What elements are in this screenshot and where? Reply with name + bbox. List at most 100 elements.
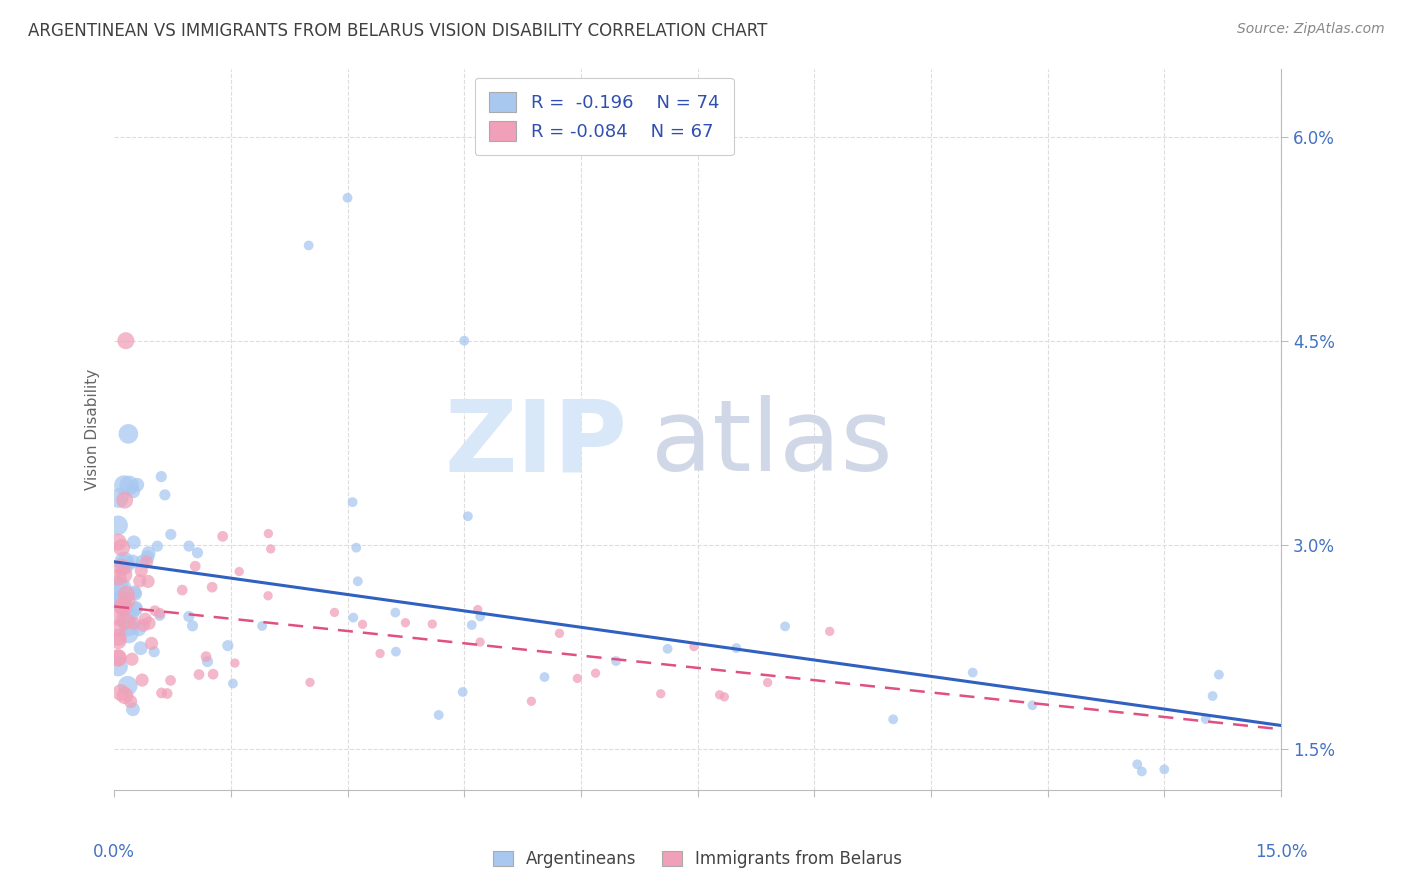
Point xyxy=(124,585,146,599)
Point xyxy=(298,238,321,252)
Point xyxy=(121,652,143,666)
Point xyxy=(111,593,134,607)
Point xyxy=(117,679,139,693)
Point xyxy=(1021,698,1043,713)
Point xyxy=(107,535,129,549)
Text: Source: ZipAtlas.com: Source: ZipAtlas.com xyxy=(1237,22,1385,37)
Point xyxy=(533,670,555,684)
Point xyxy=(122,535,145,549)
Point xyxy=(150,469,173,483)
Point xyxy=(136,550,159,565)
Text: ARGENTINEAN VS IMMIGRANTS FROM BELARUS VISION DISABILITY CORRELATION CHART: ARGENTINEAN VS IMMIGRANTS FROM BELARUS V… xyxy=(28,22,768,40)
Point xyxy=(1208,667,1230,681)
Point xyxy=(129,641,152,656)
Point xyxy=(773,619,796,633)
Point xyxy=(159,527,181,541)
Point xyxy=(115,334,138,348)
Point xyxy=(124,587,146,601)
Point xyxy=(134,612,156,626)
Point xyxy=(217,639,239,653)
Point xyxy=(110,541,132,555)
Point xyxy=(394,615,416,630)
Point xyxy=(111,592,134,607)
Point xyxy=(115,587,138,601)
Point xyxy=(470,609,492,624)
Point xyxy=(298,675,321,690)
Point xyxy=(110,581,132,595)
Point xyxy=(114,493,136,508)
Text: atlas: atlas xyxy=(651,395,893,492)
Point xyxy=(336,191,359,205)
Point xyxy=(114,689,136,703)
Legend: R =  -0.196    N = 74, R = -0.084    N = 67: R = -0.196 N = 74, R = -0.084 N = 67 xyxy=(475,78,734,155)
Point xyxy=(347,574,370,589)
Point xyxy=(184,559,207,574)
Point xyxy=(111,601,134,615)
Point xyxy=(657,641,679,656)
Point xyxy=(111,560,134,574)
Point xyxy=(177,539,200,553)
Point xyxy=(122,555,145,569)
Point xyxy=(1126,757,1149,772)
Point xyxy=(181,619,204,633)
Text: 0.0%: 0.0% xyxy=(93,843,135,861)
Point xyxy=(131,673,153,687)
Point xyxy=(257,526,280,541)
Point xyxy=(117,619,139,633)
Point xyxy=(159,673,181,688)
Point xyxy=(110,685,132,699)
Point xyxy=(1130,764,1153,779)
Point xyxy=(121,607,143,622)
Point xyxy=(683,640,706,654)
Point xyxy=(468,635,491,649)
Point xyxy=(143,604,166,618)
Point xyxy=(250,619,273,633)
Point xyxy=(818,624,841,639)
Point xyxy=(224,656,246,670)
Point xyxy=(344,541,367,555)
Point xyxy=(188,667,211,681)
Point xyxy=(1201,689,1223,703)
Point xyxy=(962,665,984,680)
Point xyxy=(132,618,155,632)
Point xyxy=(146,539,169,553)
Point xyxy=(112,478,135,492)
Point xyxy=(114,615,136,629)
Point xyxy=(107,518,129,533)
Point xyxy=(384,606,406,620)
Point xyxy=(149,606,172,620)
Point xyxy=(605,654,627,668)
Point xyxy=(548,626,571,640)
Point xyxy=(228,565,250,579)
Point xyxy=(128,623,150,637)
Point xyxy=(453,334,475,348)
Point xyxy=(150,686,173,700)
Text: 15.0%: 15.0% xyxy=(1254,843,1308,861)
Point xyxy=(260,541,283,556)
Point xyxy=(112,567,135,582)
Point xyxy=(756,675,779,690)
Point xyxy=(136,574,159,589)
Point xyxy=(211,529,233,543)
Point xyxy=(107,659,129,673)
Point xyxy=(115,593,138,607)
Point xyxy=(451,685,474,699)
Point xyxy=(112,555,135,569)
Point xyxy=(107,610,129,624)
Point xyxy=(118,478,141,492)
Point xyxy=(323,606,346,620)
Point xyxy=(149,608,172,623)
Point xyxy=(201,580,224,594)
Point xyxy=(186,546,208,560)
Point xyxy=(118,626,141,640)
Point xyxy=(222,676,245,690)
Point xyxy=(709,688,731,702)
Point xyxy=(120,694,142,708)
Point xyxy=(385,645,408,659)
Point xyxy=(107,570,129,584)
Point xyxy=(352,617,374,632)
Point xyxy=(122,702,145,716)
Y-axis label: Vision Disability: Vision Disability xyxy=(86,368,100,490)
Point xyxy=(520,694,543,708)
Point xyxy=(342,495,364,509)
